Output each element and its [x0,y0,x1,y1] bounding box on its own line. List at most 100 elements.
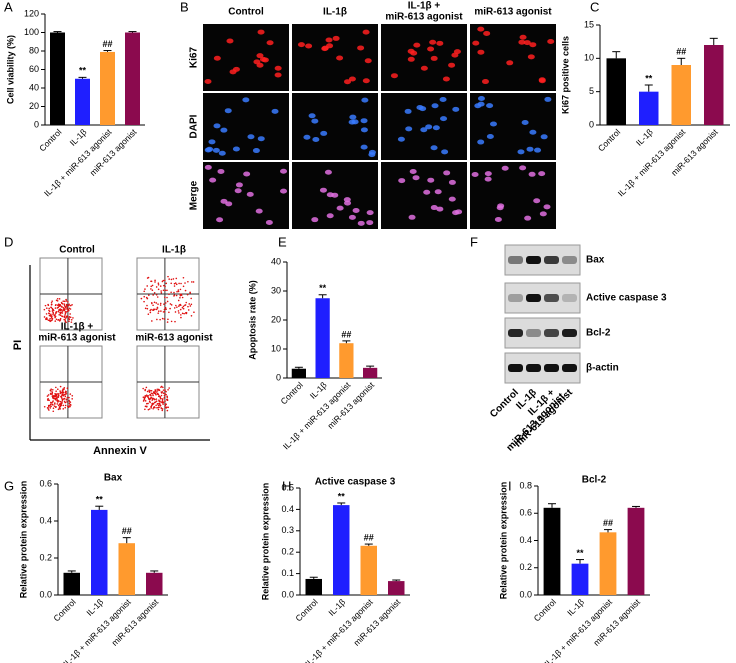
error-bar [67,570,76,573]
event [48,314,51,317]
nucleus [430,145,438,151]
nucleus [439,96,447,102]
bar [543,507,561,595]
bar [627,507,645,595]
nucleus [526,146,534,152]
nucleus [420,127,428,133]
event [47,406,50,408]
event [157,310,160,313]
y-tick-label: 0.2 [519,562,532,572]
event [170,291,172,294]
nucleus [431,103,439,109]
event [144,288,146,290]
event [151,284,154,287]
event [54,307,57,309]
event [48,319,51,322]
blot-band [526,294,541,302]
nucleus [540,134,548,140]
event [152,294,154,296]
column-label: IL-1β [323,7,347,18]
event [161,398,164,401]
error-bar [150,570,159,573]
event [45,307,48,309]
event [146,304,148,307]
event [170,304,173,306]
event [50,313,52,316]
panel-letter: C [590,0,599,14]
event [46,395,49,397]
event [159,396,161,398]
event [67,300,69,303]
nucleus [477,96,485,102]
nucleus [324,169,332,175]
event [161,408,164,410]
event [177,289,180,291]
event [55,390,57,392]
x-tick-label: IL-1β [565,597,586,618]
event [166,296,168,299]
event [55,299,58,302]
event [59,400,62,403]
bar [333,505,350,595]
event [156,307,159,309]
event [182,305,185,308]
event [65,321,67,324]
significance-label: ** [338,491,346,501]
event [143,399,145,401]
event [176,306,178,308]
nucleus [320,130,328,136]
event [62,306,65,309]
event [66,405,69,408]
event [152,394,154,397]
event [58,400,60,402]
nucleus [366,210,374,216]
event [159,285,162,287]
event [142,387,144,390]
event [173,294,176,296]
nucleus [326,43,334,49]
event [160,407,162,409]
event [152,391,155,394]
event [155,302,158,304]
event [144,388,147,391]
event [144,307,147,310]
event [68,396,70,399]
event [177,310,180,312]
event [56,307,59,309]
nucleus [271,108,279,114]
blot-band [508,256,523,264]
event [58,406,61,408]
plot-title: Control [59,245,95,256]
event [64,395,67,398]
event [54,406,57,409]
event [192,281,195,283]
event [146,390,149,393]
event [61,312,64,314]
nucleus [423,189,431,195]
nucleus [547,39,555,45]
y-tick-label: 0.6 [39,478,52,488]
band-label: Active caspase 3 [586,293,667,304]
panel-letter: D [4,234,13,249]
event [54,316,56,319]
event [72,317,74,319]
nucleus [413,42,421,48]
event [65,300,68,302]
nucleus [529,42,537,48]
event [158,395,160,397]
event [182,276,185,279]
nucleus [297,42,305,48]
event [150,280,152,283]
event [145,402,148,405]
event [54,313,56,316]
event [151,302,153,305]
y-tick-label: 0.0 [519,589,532,599]
panel-letter: B [180,0,189,14]
nucleus [489,121,497,127]
nucleus [218,150,226,156]
significance-label: ** [319,283,327,293]
event [51,317,54,320]
nucleus [348,76,356,82]
event [59,385,62,388]
event [154,389,157,391]
